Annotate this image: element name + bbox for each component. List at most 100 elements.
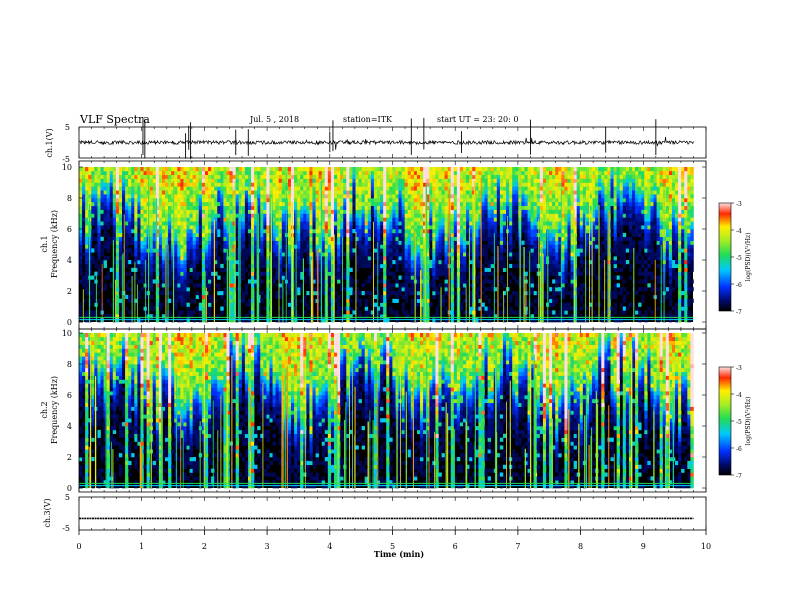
spectrogram-cell: [420, 221, 424, 226]
spectrogram-cell: [346, 186, 350, 191]
spectrogram-cell: [438, 302, 442, 307]
spectrogram-cell: [223, 182, 227, 187]
spectrogram-cell: [100, 248, 104, 253]
spectrogram-cell: [247, 194, 252, 199]
spectrogram-cell: [192, 236, 197, 241]
spectrogram-cell: [309, 170, 313, 176]
spectrogram-cell: [349, 267, 353, 272]
spectrogram-cell: [340, 232, 344, 238]
spectrogram-cell: [487, 240, 491, 245]
spectrogram-cell: [512, 167, 516, 172]
spectrogram-cell: [478, 252, 482, 257]
spectrogram-cell: [367, 275, 372, 280]
spectrogram-cell: [389, 263, 393, 269]
spectrogram-cell: [134, 240, 138, 245]
spectrogram-cell: [186, 248, 190, 253]
spectrogram-cell: [294, 167, 298, 172]
spectrogram-cell: [346, 232, 350, 238]
spectrogram-cell: [177, 256, 181, 261]
spectrogram-cell: [386, 287, 390, 292]
spectrogram-cell: [466, 279, 470, 284]
spectrogram-cell: [226, 267, 230, 272]
spectrogram-cell: [263, 198, 267, 203]
spectrogram-cell: [392, 291, 396, 296]
spectrogram-cell: [192, 267, 197, 272]
spectrogram-cell: [306, 201, 310, 207]
spectrogram-cell: [423, 225, 427, 230]
spectrogram-cell: [370, 201, 375, 207]
spectrogram-cell: [521, 248, 525, 253]
spectrogram-cell: [180, 178, 184, 183]
spectrogram-cell: [208, 170, 212, 176]
spectrogram-cell: [330, 252, 335, 257]
spectrogram-cell: [361, 170, 366, 176]
spectrogram-cell: [496, 170, 501, 176]
spectrogram-cell: [401, 256, 405, 261]
spectrogram-cell: [321, 213, 326, 218]
spectrogram-cell: [496, 232, 501, 238]
spectrogram-cell: [168, 186, 172, 191]
spectrogram-cell: [475, 291, 479, 296]
spectrogram-cell: [493, 244, 498, 249]
spectrogram-cell: [103, 275, 107, 280]
spectrogram-cell: [229, 205, 233, 210]
spectrogram-cell: [318, 318, 323, 323]
spectrogram-cell: [404, 225, 409, 230]
spectrogram-cell: [330, 201, 335, 207]
spectrogram-cell: [312, 186, 316, 191]
spectrogram-cell: [502, 291, 507, 296]
spectrogram-cell: [453, 194, 458, 199]
spectrogram-cell: [386, 244, 390, 249]
spectrogram-cell: [438, 225, 442, 230]
spectrogram-cell: [152, 225, 157, 230]
spectrogram-cell: [208, 205, 212, 210]
spectrogram-cell: [220, 267, 224, 272]
spectrogram-cell: [146, 167, 150, 172]
spectrogram-cell: [484, 225, 488, 230]
spectrogram-cell: [82, 221, 86, 226]
spectrogram-cell: [186, 318, 190, 323]
spectrogram-cell: [466, 186, 470, 191]
spectrogram-cell: [533, 186, 538, 191]
spectrogram-cell: [330, 267, 335, 272]
spectrogram-cell: [171, 194, 175, 199]
spectrogram-cell: [453, 225, 458, 230]
spectrogram-cell: [512, 190, 516, 195]
spectrogram-cell: [410, 178, 415, 183]
spectrogram-cell: [85, 178, 89, 183]
spectrogram-cell: [386, 232, 390, 238]
spectrogram-cell: [152, 182, 157, 187]
spectrogram-cell: [201, 294, 206, 300]
spectrogram-cell: [530, 252, 535, 257]
spectrogram-cell: [386, 167, 390, 172]
spectrogram-cell: [459, 178, 464, 183]
spectrogram-cell: [266, 201, 270, 207]
spectrogram-cell: [122, 174, 126, 179]
spectrogram-cell: [287, 201, 292, 207]
spectrogram-cell: [192, 201, 197, 207]
spectrogram-cell: [287, 225, 292, 230]
spectrogram-cell: [297, 167, 301, 172]
spectrogram-cell: [106, 194, 111, 199]
spectrogram-cell: [478, 294, 482, 300]
spectrogram-cell: [195, 236, 200, 241]
spectrogram-cell: [177, 291, 181, 296]
spectrogram-cell: [143, 291, 147, 296]
spectrogram-cell: [260, 190, 264, 195]
spectrogram-cell: [321, 279, 326, 284]
spectrogram-cell: [337, 302, 341, 307]
spectrogram-cell: [112, 198, 117, 203]
spectrogram-cell: [324, 194, 329, 199]
spectrogram-cell: [466, 267, 470, 272]
spectrogram-cell: [134, 178, 138, 183]
spectrogram-cell: [263, 225, 267, 230]
spectrogram-cell: [524, 260, 528, 265]
spectrogram-cell: [444, 178, 448, 183]
spectrogram-cell: [429, 260, 433, 265]
spectrogram-cell: [453, 283, 458, 288]
spectrogram-cell: [426, 275, 430, 280]
spectrogram-cell: [297, 221, 301, 226]
spectrogram-cell: [122, 194, 126, 199]
spectrogram-cell: [281, 178, 286, 183]
spectrogram-cell: [459, 236, 464, 241]
